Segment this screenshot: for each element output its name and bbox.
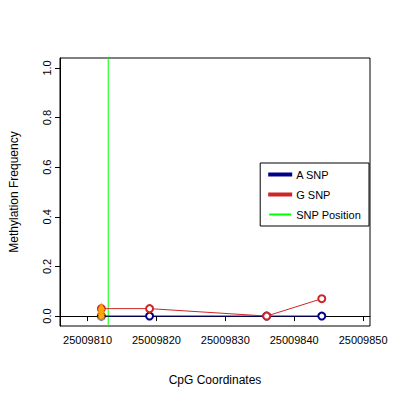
svg-text:1.0: 1.0 [41, 60, 53, 75]
svg-text:0.0: 0.0 [41, 308, 53, 323]
svg-text:0.8: 0.8 [41, 110, 53, 125]
svg-text:CpG Coordinates: CpG Coordinates [169, 373, 262, 387]
svg-text:25009840: 25009840 [270, 334, 319, 346]
svg-text:G SNP: G SNP [296, 189, 330, 201]
svg-text:25009820: 25009820 [132, 334, 181, 346]
svg-text:A SNP: A SNP [296, 169, 328, 181]
svg-text:Methylation Frequency: Methylation Frequency [7, 131, 21, 252]
svg-text:0.2: 0.2 [41, 259, 53, 274]
svg-text:SNP Position: SNP Position [296, 209, 361, 221]
svg-text:25009850: 25009850 [339, 334, 388, 346]
svg-text:25009810: 25009810 [63, 334, 112, 346]
svg-text:0.4: 0.4 [41, 209, 53, 224]
svg-text:25009830: 25009830 [201, 334, 250, 346]
svg-text:0.6: 0.6 [41, 160, 53, 175]
